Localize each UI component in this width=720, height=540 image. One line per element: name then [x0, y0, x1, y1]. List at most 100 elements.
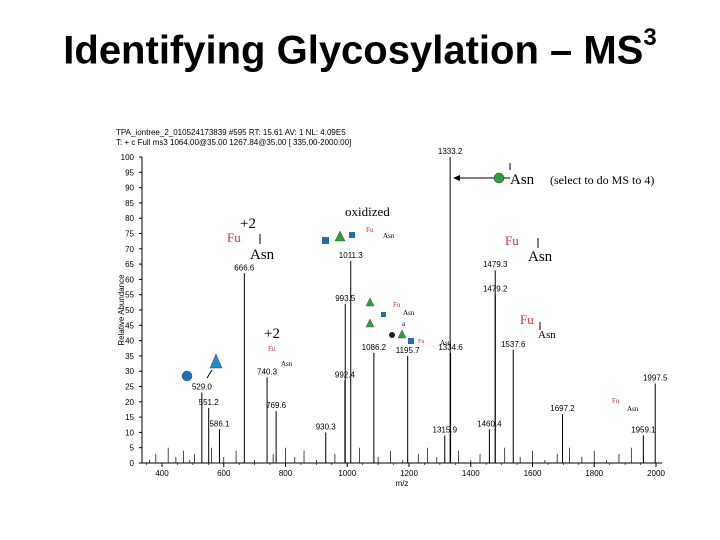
fucose-triangle-icon: [365, 318, 375, 328]
charge-label: +2: [240, 216, 256, 232]
fu-label: Fu: [505, 233, 519, 248]
fu-label: Fu: [227, 230, 241, 245]
peak-label: 930.3: [316, 422, 337, 431]
glycan-annotation-bottom-right: Fu Asn: [612, 397, 639, 413]
x-tick-label: 1800: [585, 469, 603, 478]
hexnac-square-icon: [408, 338, 414, 344]
y-tick-label: 0: [130, 459, 135, 468]
oxidized-label: oxidized: [345, 204, 390, 219]
arrow-head-icon: [453, 175, 460, 181]
x-tick-label: 600: [217, 469, 231, 478]
y-tick-label: 95: [125, 168, 134, 177]
hexose-circle-icon: [493, 172, 505, 184]
glycan-annotation-select: Asn (select to do MS to 4): [453, 163, 654, 188]
peak-label: 529.0: [192, 383, 213, 392]
y-axis-ticks: 0 5 10 15 20 25 30 35 40 45 50 55 60 65 70 75 80 85 90 95 10…: [121, 153, 142, 468]
glycan-annotation-oxidized: oxidized Fu Asn: [322, 204, 395, 244]
fucose-triangle-icon: [334, 230, 346, 242]
peak-label: 1697.2: [550, 404, 575, 413]
peak-label: 1479.2: [483, 285, 508, 294]
hexnac-square-icon: [349, 232, 355, 238]
y-tick-label: 70: [125, 245, 134, 254]
y-tick-label: 65: [125, 260, 134, 269]
peak-label: 1086.2: [362, 343, 387, 352]
glycan-annotation-right-1: Fu Asn: [505, 233, 553, 265]
peak-labels: 1333.2 1011.3 1479.3 666.6 1479.2 993.5 1086.2…: [192, 147, 668, 434]
y-tick-label: 30: [125, 367, 134, 376]
glycan-annotation-middle: Fu Asn a Fu Asn: [365, 297, 452, 347]
fu-small-label: Fu: [418, 339, 424, 345]
slide-title-superscript: 3: [643, 24, 657, 51]
asn-small-label: Asn: [281, 360, 293, 368]
peak-label: 1537.6: [501, 340, 526, 349]
peak-label: 666.6: [234, 263, 255, 272]
glycan-annotation-charge-upper: +2 Fu Asn: [227, 216, 275, 263]
peak-label: 586.1: [209, 419, 230, 428]
asn-label: Asn: [250, 247, 275, 263]
scan-header-line-1: TPA_iontree_2_010524173839 #595 RT: 15.6…: [116, 128, 346, 137]
y-tick-label: 90: [125, 184, 134, 193]
hexnac-square-icon: [381, 312, 386, 317]
y-tick-label: 85: [125, 199, 134, 208]
peak-label: 551.2: [199, 398, 220, 407]
x-tick-label: 400: [155, 469, 169, 478]
glycan-annotation-right-2: Fu Asn: [520, 312, 556, 341]
y-tick-label: 80: [125, 214, 134, 223]
peak-label: 1460.4: [477, 419, 502, 428]
x-tick-label: 1600: [524, 469, 542, 478]
glycan-annotation-charge-lower: +2 Fu Asn: [181, 326, 293, 382]
spectrum-peaks: [149, 157, 656, 463]
peak-label: 1333.2: [438, 147, 463, 156]
y-tick-label: 5: [130, 444, 135, 453]
glycan-bond: [206, 369, 213, 379]
peak-label: 1959.1: [631, 425, 656, 434]
peak-label: 1195.7: [396, 346, 420, 355]
small-a-label: a: [402, 320, 406, 328]
charge-label: +2: [264, 326, 280, 342]
x-axis-ticks: 400 600 800 1000 1200 1400 1600 1800 2000: [146, 463, 665, 478]
fucose-triangle-icon: [365, 297, 375, 307]
peak-label: 1997.5: [643, 373, 668, 382]
y-tick-label: 35: [125, 352, 134, 361]
x-tick-label: 1000: [338, 469, 356, 478]
y-tick-label: 10: [125, 428, 134, 437]
peak-label: 1479.3: [483, 260, 508, 269]
asn-small-label: Asn: [383, 232, 395, 240]
y-tick-label: 20: [125, 398, 134, 407]
fucose-triangle-icon: [397, 329, 407, 339]
slide-title-text: Identifying Glycosylation – MS: [63, 28, 644, 73]
asn-label: Asn: [528, 249, 553, 265]
peak-label: 1334.6: [438, 343, 463, 352]
y-tick-label: 40: [125, 337, 134, 346]
y-tick-label: 55: [125, 291, 134, 300]
select-note: (select to do MS to 4): [550, 173, 654, 187]
peak-label: 1315.9: [433, 425, 458, 434]
x-tick-label: 800: [279, 469, 293, 478]
slide-title: Identifying Glycosylation – MS3: [0, 24, 720, 73]
fu-small-label: Fu: [366, 226, 374, 234]
y-tick-label: 15: [125, 413, 134, 422]
y-tick-label: 45: [125, 321, 134, 330]
asn-label: Asn: [538, 329, 556, 341]
scan-header-line-2: T: + c Full ms3 1064.00@35.00 1267.84@35…: [116, 138, 352, 147]
asn-select-label: Asn: [510, 172, 535, 188]
y-tick-label: 75: [125, 230, 134, 239]
peak-label: 1011.3: [339, 251, 363, 260]
fu-small-label: Fu: [268, 345, 276, 353]
fu-label: Fu: [520, 312, 534, 327]
asn-small-label: Asn: [627, 405, 639, 413]
x-tick-label: 2000: [647, 469, 665, 478]
x-axis-label: m/z: [396, 479, 409, 488]
peak-label: 769.6: [266, 401, 287, 410]
y-tick-label: 50: [125, 306, 134, 315]
hexnac-circle-icon: [181, 370, 193, 382]
y-tick-label: 100: [121, 153, 135, 162]
peak-label: 993.5: [335, 294, 356, 303]
deoxyhexose-triangle-icon: [209, 353, 223, 369]
node-dot-icon: [389, 332, 395, 338]
asn-small-label: Asn: [403, 309, 415, 317]
peak-label: 992.4: [335, 370, 356, 379]
y-axis-label: Relative Abundance: [117, 274, 126, 346]
y-tick-label: 25: [125, 383, 134, 392]
y-tick-label: 60: [125, 275, 134, 284]
